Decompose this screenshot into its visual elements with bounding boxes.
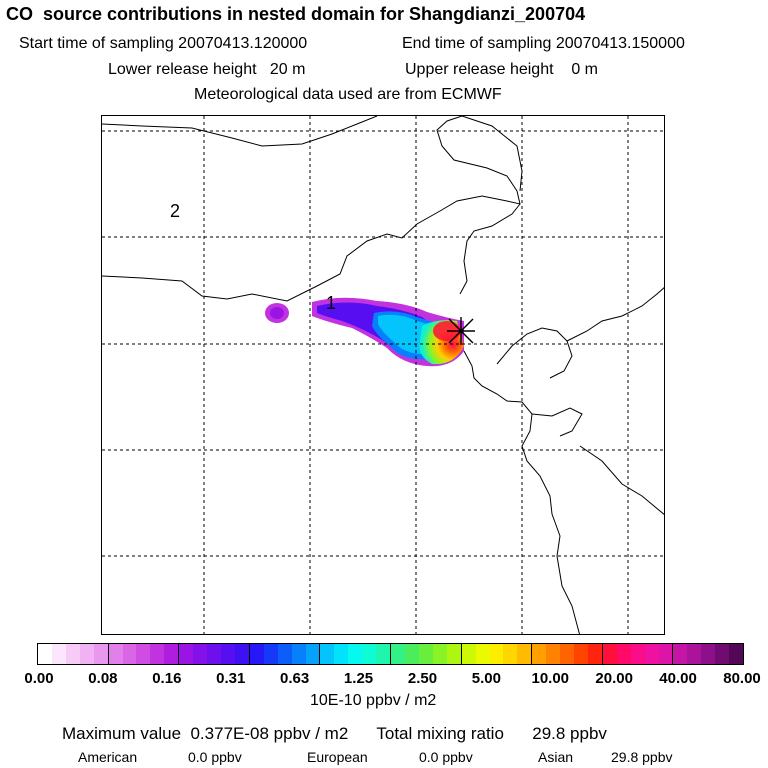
color-swatch — [220, 644, 235, 664]
color-swatch — [263, 644, 278, 664]
color-swatch — [673, 644, 688, 664]
color-scale-bar — [37, 643, 744, 665]
color-swatch — [249, 644, 264, 664]
color-scale-tick-label: 0.16 — [152, 670, 182, 687]
color-swatch — [446, 644, 462, 664]
color-swatch — [193, 644, 208, 664]
region-european-value: 0.0 ppbv — [419, 749, 473, 765]
color-swatch — [65, 644, 80, 664]
color-scale-tick-label: 1.25 — [343, 670, 374, 687]
region-label-1: 1 — [326, 293, 337, 313]
color-swatch — [334, 644, 349, 664]
map-title: CO source contributions in nested domain… — [6, 4, 586, 24]
color-swatch — [489, 644, 504, 664]
color-swatch — [729, 644, 744, 664]
color-swatch — [376, 644, 392, 664]
coastlines — [102, 116, 664, 634]
concentration-plume — [265, 297, 464, 367]
color-swatch — [616, 644, 631, 664]
color-swatch — [560, 644, 575, 664]
color-scale-units: 10E-10 ppbv / m2 — [310, 692, 437, 709]
color-swatch — [602, 644, 617, 664]
region-label-2: 2 — [170, 201, 181, 221]
color-swatch — [432, 644, 447, 664]
color-scale-tick-label: 40.00 — [659, 670, 697, 687]
region-asian-value: 29.8 ppbv — [611, 749, 673, 765]
color-swatch — [108, 644, 123, 664]
color-swatch — [291, 644, 306, 664]
color-swatch — [532, 644, 547, 664]
region-american-value: 0.0 ppbv — [188, 749, 242, 765]
color-scale-tick-label: 5.00 — [471, 670, 501, 687]
color-scale-tick-label: 10.00 — [531, 670, 570, 687]
graticule — [102, 116, 664, 634]
color-swatch — [475, 644, 490, 664]
color-swatch — [517, 644, 533, 664]
color-swatch — [136, 644, 151, 664]
max-value: Maximum value 0.377E-08 ppbv / m2 — [62, 724, 349, 743]
color-swatch — [348, 644, 363, 664]
sampling-end: End time of sampling 20070413.150000 — [402, 35, 685, 52]
color-swatch — [179, 644, 194, 664]
sampling-start: Start time of sampling 20070413.120000 — [19, 35, 308, 52]
color-swatch — [277, 644, 292, 664]
region-american-name: American — [78, 749, 138, 765]
color-swatch — [320, 644, 335, 664]
color-swatch — [701, 644, 716, 664]
color-swatch — [658, 644, 674, 664]
color-swatch — [38, 644, 52, 664]
color-swatch — [362, 644, 377, 664]
color-swatch — [234, 644, 250, 664]
color-swatch — [164, 644, 180, 664]
color-scale-tick-label: 0.08 — [88, 670, 118, 687]
color-swatch — [79, 644, 94, 664]
color-scale-tick-label: 80.00 — [723, 670, 761, 687]
map-panel: 2 1 — [101, 115, 665, 635]
color-scale-tick-label: 20.00 — [595, 670, 633, 687]
color-swatch — [687, 644, 702, 664]
color-scale-tick-label: 0.63 — [280, 670, 310, 687]
color-scale-tick-label: 2.50 — [407, 670, 438, 687]
region-european-name: European — [307, 749, 368, 765]
color-swatch — [404, 644, 419, 664]
color-swatch — [207, 644, 221, 664]
color-scale-tick-label: 0.31 — [216, 670, 246, 687]
color-swatch — [503, 644, 518, 664]
color-swatch — [122, 644, 137, 664]
upper-release-height: Upper release height 0 m — [405, 61, 598, 78]
color-swatch — [150, 644, 165, 664]
color-swatch — [574, 644, 588, 664]
color-swatch — [587, 644, 603, 664]
total-mixing-ratio: Total mixing ratio 29.8 ppbv — [376, 724, 607, 743]
color-swatch — [418, 644, 433, 664]
color-swatch — [51, 644, 66, 664]
lower-release-height: Lower release height 20 m — [108, 61, 306, 78]
map-canvas — [102, 116, 664, 634]
color-swatch — [305, 644, 321, 664]
color-swatch — [630, 644, 645, 664]
station-star-icon — [447, 317, 475, 345]
color-scale-tick-label: 0.00 — [24, 670, 54, 687]
color-swatch — [461, 644, 476, 664]
color-swatch — [93, 644, 109, 664]
region-asian-name: Asian — [538, 749, 574, 765]
color-swatch — [391, 644, 405, 664]
met-data-source: Meteorological data used are from ECMWF — [194, 86, 502, 103]
color-swatch — [546, 644, 561, 664]
color-swatch — [715, 644, 730, 664]
summary-line: Maximum value 0.377E-08 ppbv / m2 Total … — [62, 724, 607, 744]
color-swatch — [644, 644, 659, 664]
